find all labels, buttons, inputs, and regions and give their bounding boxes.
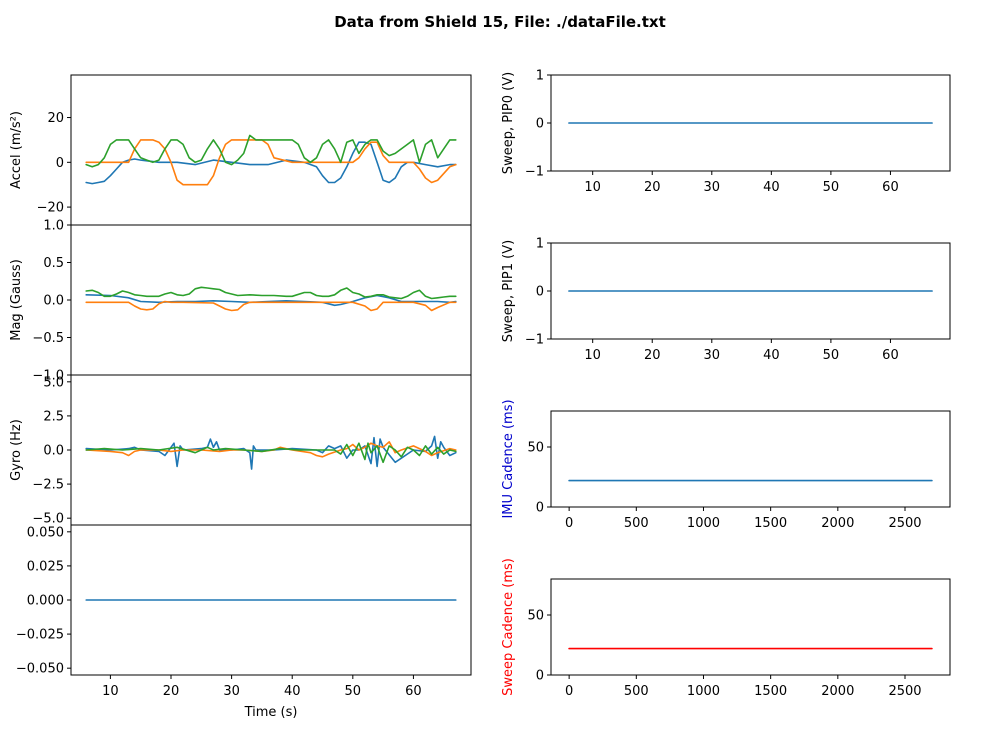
xtick-label-pip1-5: 60 — [882, 348, 899, 363]
ylabel-mag: Mag (Gauss) — [9, 259, 24, 341]
ytick-label-gyro-4: 5.0 — [43, 375, 64, 390]
ytick-label-gyro-0: −5.0 — [32, 512, 64, 527]
ylabel-gyro: Gyro (Hz) — [9, 419, 24, 481]
xtick-label-sweep_cadence-2: 1000 — [687, 684, 720, 699]
ylabel-accel: Accel (m/s²) — [9, 111, 24, 189]
ytick-label-gyro-3: 2.5 — [43, 409, 64, 424]
ytick-label-pip1-1: 0 — [536, 285, 544, 300]
ytick-label-gyro-2: 0.0 — [43, 444, 64, 459]
ylabel-imu_cadence: IMU Cadence (ms) — [501, 399, 516, 518]
ytick-label-accel-1: 0 — [56, 156, 64, 171]
ytick-label-mag-4: 1.0 — [43, 219, 64, 234]
xtick-label-pip0-3: 40 — [763, 180, 780, 195]
ytick-label-accel-0: −20 — [37, 201, 64, 216]
xtick-label-sweep_cadence-5: 2500 — [888, 684, 921, 699]
ytick-label-gyro-1: −2.5 — [32, 478, 64, 493]
xtick-label-pip1-0: 10 — [584, 348, 601, 363]
axes-frame-sweep_cadence — [550, 578, 951, 676]
subplot-mag: −1.0 −0.5 0.0 0.5 1.0 Mag (Gauss) — [9, 219, 472, 384]
axes-frame-mag — [70, 224, 472, 376]
xtick-label-sweep_cadence-1: 500 — [624, 684, 649, 699]
xtick-label-pip0-0: 10 — [584, 180, 601, 195]
subplot-pip1: −1 0 1 10 20 30 40 50 60 Sweep, PIP1 (V) — [501, 237, 951, 363]
xtick-label-imu_cadence-5: 2500 — [888, 516, 921, 531]
xtick-label-flat-5: 60 — [405, 684, 422, 699]
ytick-label-imu_cadence-0: 0 — [536, 501, 544, 516]
ytick-label-flat-1: −0.025 — [16, 628, 64, 643]
subplot-accel: −20 0 20 Accel (m/s²) — [9, 74, 472, 226]
ytick-label-mag-2: 0.0 — [43, 294, 64, 309]
xtick-label-imu_cadence-0: 0 — [565, 516, 573, 531]
xtick-label-pip1-2: 30 — [704, 348, 721, 363]
ytick-label-mag-3: 0.5 — [43, 256, 64, 271]
ytick-label-flat-3: 0.025 — [27, 559, 64, 574]
ytick-label-pip0-0: −1 — [525, 165, 544, 180]
xtick-label-flat-3: 40 — [284, 684, 301, 699]
xtick-label-pip1-4: 50 — [823, 348, 840, 363]
ytick-label-flat-4: 0.050 — [27, 525, 64, 540]
ylabel-sweep_cadence: Sweep Cadence (ms) — [501, 558, 516, 696]
xtick-label-imu_cadence-2: 1000 — [687, 516, 720, 531]
ytick-label-mag-1: −0.5 — [32, 331, 64, 346]
axes-frame-imu_cadence — [550, 410, 951, 508]
xtick-label-pip1-3: 40 — [763, 348, 780, 363]
ytick-label-flat-0: −0.050 — [16, 662, 64, 677]
series-line-mag-1 — [85, 300, 457, 312]
ylabel-pip1: Sweep, PIP1 (V) — [501, 240, 516, 342]
ytick-label-sweep_cadence-1: 50 — [527, 609, 544, 624]
ytick-label-mag-0: −1.0 — [32, 369, 64, 384]
series-line-mag-2 — [85, 286, 457, 300]
xtick-label-sweep_cadence-4: 2000 — [821, 684, 854, 699]
ytick-label-accel-2: 20 — [47, 111, 64, 126]
ytick-label-imu_cadence-1: 50 — [527, 441, 544, 456]
xtick-label-imu_cadence-4: 2000 — [821, 516, 854, 531]
xtick-label-imu_cadence-1: 500 — [624, 516, 649, 531]
series-line-gyro-2 — [85, 442, 457, 464]
xtick-label-pip0-4: 50 — [823, 180, 840, 195]
subplot-gyro: −5.0 −2.5 0.0 2.5 5.0 Gyro (Hz) — [9, 374, 472, 527]
xtick-label-flat-2: 30 — [223, 684, 240, 699]
ytick-label-sweep_cadence-0: 0 — [536, 669, 544, 684]
figure-title: Data from Shield 15, File: ./dataFile.tx… — [334, 13, 666, 31]
ytick-label-pip0-2: 1 — [536, 69, 544, 84]
series-line-accel-1 — [85, 139, 457, 186]
ytick-label-flat-2: 0.000 — [27, 594, 64, 609]
xlabel-flat: Time (s) — [244, 705, 298, 720]
xtick-label-flat-1: 20 — [163, 684, 180, 699]
xtick-label-imu_cadence-3: 1500 — [754, 516, 787, 531]
xtick-label-sweep_cadence-0: 0 — [565, 684, 573, 699]
xtick-label-flat-0: 10 — [102, 684, 119, 699]
xtick-label-pip0-5: 60 — [882, 180, 899, 195]
xtick-label-pip0-1: 20 — [644, 180, 661, 195]
ytick-label-pip1-2: 1 — [536, 237, 544, 252]
subplot-pip0: −1 0 1 10 20 30 40 50 60 Sweep, PIP0 (V) — [501, 69, 951, 195]
ytick-label-pip0-1: 0 — [536, 117, 544, 132]
ytick-label-pip1-0: −1 — [525, 333, 544, 348]
ylabel-pip0: Sweep, PIP0 (V) — [501, 72, 516, 174]
series-line-gyro-0 — [85, 435, 457, 470]
xtick-label-pip0-2: 30 — [704, 180, 721, 195]
xtick-label-flat-4: 50 — [345, 684, 362, 699]
series-line-accel-0 — [85, 141, 457, 185]
series-line-accel-2 — [85, 134, 457, 168]
subplot-flat: −0.050 −0.025 0.000 0.025 0.050 10 20 30 40 50 60 T… — [16, 524, 472, 720]
xtick-label-pip1-1: 20 — [644, 348, 661, 363]
xtick-label-sweep_cadence-3: 1500 — [754, 684, 787, 699]
